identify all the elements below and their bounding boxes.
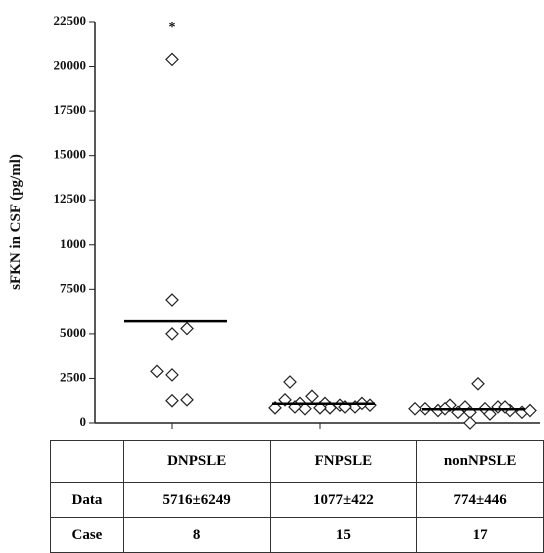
row-label: Case <box>50 517 124 553</box>
table-header: DNPSLE <box>122 440 271 483</box>
table-cell: 17 <box>416 517 544 553</box>
data-point <box>305 389 319 404</box>
y-axis-label: sFKN in CSF (pg/ml) <box>8 154 24 290</box>
y-tick-label: 0 <box>80 414 87 429</box>
table-cell: 5716±6249 <box>122 482 271 518</box>
y-tick-label: 15000 <box>54 147 87 162</box>
y-tick-label: 1000 <box>60 236 86 251</box>
annotation: * <box>169 20 176 35</box>
table-cell: 15 <box>269 517 418 553</box>
data-point <box>523 403 537 418</box>
data-point <box>165 393 179 408</box>
data-point <box>283 375 297 389</box>
y-tick-label: 17500 <box>54 102 87 117</box>
y-tick-label: 22500 <box>54 13 87 28</box>
table-header: nonNPSLE <box>416 440 544 483</box>
data-point <box>408 401 422 416</box>
data-point <box>150 364 164 379</box>
y-tick-label: 20000 <box>54 58 87 73</box>
data-point <box>165 368 179 382</box>
data-point <box>180 392 194 407</box>
table-cell: 8 <box>122 517 271 553</box>
data-point <box>165 293 179 307</box>
y-tick-label: 2500 <box>60 369 86 384</box>
y-tick-label: 12500 <box>54 191 87 206</box>
y-tick-label: 5000 <box>60 325 86 340</box>
table-header: FNPSLE <box>269 440 418 483</box>
data-point <box>165 327 179 341</box>
y-tick-label: 7500 <box>60 280 86 295</box>
data-point <box>471 376 485 391</box>
data-point <box>180 321 194 336</box>
data-point <box>165 52 179 67</box>
data-point <box>483 407 497 421</box>
chart: sFKN in CSF (pg/ml) 0 2500 5000 7500 1000 125… <box>8 13 540 430</box>
table-cell: 774±446 <box>416 482 544 518</box>
table-cell: 1077±422 <box>269 482 418 518</box>
row-label: Data <box>50 482 124 518</box>
stats-table: DNPSLE FNPSLE nonNPSLE Data 5716±6249 10… <box>50 440 544 553</box>
data-point <box>463 416 477 430</box>
